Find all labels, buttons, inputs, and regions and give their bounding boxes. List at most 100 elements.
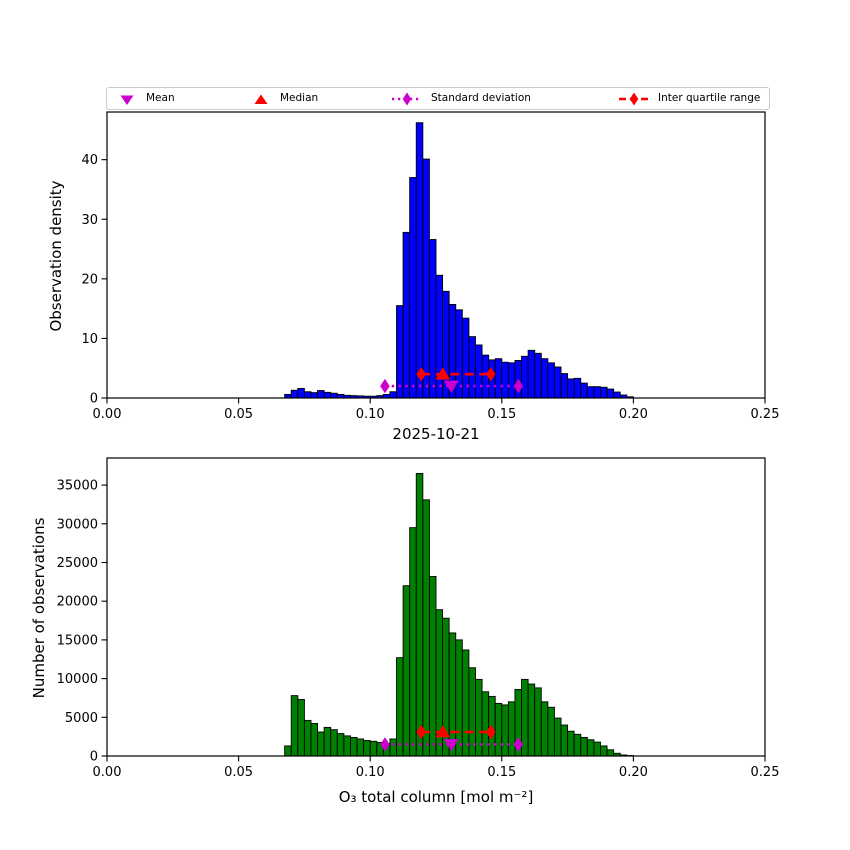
histogram-bar <box>573 733 582 757</box>
histogram-bar <box>290 389 299 399</box>
y-tick-label: 20000 <box>57 595 98 610</box>
median-marker <box>435 725 451 738</box>
x-tick-label: 0.10 <box>356 407 385 422</box>
y-tick-label: 30 <box>81 213 98 228</box>
histogram-bar <box>317 390 325 399</box>
histogram-bar <box>527 349 536 399</box>
histogram-bar <box>560 724 569 757</box>
histogram-bar <box>553 366 562 399</box>
y-tick-label: 40 <box>81 153 98 168</box>
histogram-bar <box>350 736 358 757</box>
x-tick-label: 0.00 <box>93 765 122 780</box>
std-range-endpoint <box>513 737 524 752</box>
x-tick-label: 0.20 <box>619 407 648 422</box>
histogram-bar <box>593 386 601 399</box>
histogram-bar <box>428 575 437 757</box>
histogram-bar <box>580 382 588 399</box>
legend-item-std: Standard deviation <box>390 88 531 109</box>
histogram-bar <box>586 739 595 757</box>
y-tick-label: 30000 <box>57 517 98 532</box>
x-axis-label: O₃ total column [mol m⁻²] <box>338 788 534 806</box>
median-marker <box>435 367 451 380</box>
x-tick-label: 0.00 <box>93 407 122 422</box>
legend-label-iqr: Inter quartile range <box>658 92 761 104</box>
histogram-bar <box>343 735 351 757</box>
histogram-bar <box>396 657 404 757</box>
histogram-bar <box>494 358 503 399</box>
histogram-bar <box>600 745 608 757</box>
histogram-bar <box>507 701 516 757</box>
std-range-endpoint <box>380 378 390 394</box>
legend-label-std: Standard deviation <box>431 92 531 104</box>
y-tick-label: 0 <box>90 392 98 407</box>
histogram-bar <box>580 736 588 757</box>
y-tick-label: 35000 <box>57 479 98 494</box>
histogram-bar <box>494 702 503 757</box>
histogram-bar <box>422 499 430 757</box>
x-tick-label: 0.25 <box>751 765 780 780</box>
top-histogram-axes: 0.00 0.05 0.10 0.15 0.20 0.25 0 10 20 30 40 <box>81 111 780 422</box>
y-tick-label: 15000 <box>57 633 98 648</box>
y-tick-label: 0 <box>90 750 98 765</box>
histogram-bar <box>317 731 325 757</box>
y-tick-label: 10000 <box>57 672 98 687</box>
histogram-bar <box>481 691 490 757</box>
histogram-bar <box>501 361 509 399</box>
x-tick-label: 0.05 <box>224 407 253 422</box>
histogram-bar <box>323 391 332 399</box>
x-tick-label: 0.15 <box>487 407 516 422</box>
histogram-bar <box>389 391 397 399</box>
mean-marker <box>443 738 459 752</box>
histogram-bar <box>540 358 549 399</box>
histogram-bar <box>290 695 299 757</box>
iqr-range-endpoint <box>485 724 496 740</box>
histogram-bar <box>303 391 312 399</box>
histogram-bar <box>455 639 463 757</box>
histogram-bar <box>567 730 575 757</box>
histogram-bar <box>540 701 549 757</box>
x-tick-label: 0.25 <box>751 407 780 422</box>
histogram-bar <box>455 309 463 399</box>
x-tick-label: 0.20 <box>619 765 648 780</box>
histogram-bar <box>396 305 404 399</box>
histogram-bar <box>363 740 371 757</box>
histogram-bar <box>297 388 305 399</box>
histogram-bar <box>402 585 411 757</box>
histogram-bar <box>310 723 319 757</box>
histogram-bar <box>560 373 569 399</box>
histogram-bar <box>527 683 536 757</box>
histogram-bar <box>303 719 312 757</box>
iqr-marker-icon <box>619 92 649 105</box>
histogram-bar <box>488 695 496 757</box>
histogram-bar <box>330 392 338 399</box>
histogram-bar <box>507 362 516 399</box>
histogram-bar <box>402 231 411 399</box>
histogram-bar <box>461 649 470 757</box>
std-deviation-marker-icon <box>392 92 422 105</box>
std-range-endpoint <box>380 737 390 752</box>
histogram-bar <box>475 344 483 399</box>
histogram-bar <box>586 386 595 399</box>
x-tick-label: 0.05 <box>224 765 253 780</box>
histogram-bar <box>567 378 575 399</box>
histogram-bar <box>409 527 417 757</box>
histogram-bar <box>573 377 582 399</box>
median-triangle-up-icon <box>254 94 268 104</box>
y-tick-label: 10 <box>81 332 98 347</box>
histogram-bar <box>553 717 562 757</box>
y-tick-label: 5000 <box>65 711 98 726</box>
x-tick-label: 0.15 <box>487 765 516 780</box>
histogram-bar <box>501 704 509 757</box>
histogram-bar <box>323 726 332 757</box>
legend-label-median: Median <box>280 92 319 104</box>
y-tick-label: 25000 <box>57 556 98 571</box>
histogram-bar <box>330 729 338 757</box>
legend-item-iqr: Inter quartile range <box>617 88 760 109</box>
histogram-bar <box>547 362 555 399</box>
histogram-bar <box>409 177 417 399</box>
legend: Mean Median Standard deviation Inter qua… <box>106 87 770 110</box>
histogram-bar <box>534 687 542 757</box>
histogram-bar <box>606 388 615 399</box>
